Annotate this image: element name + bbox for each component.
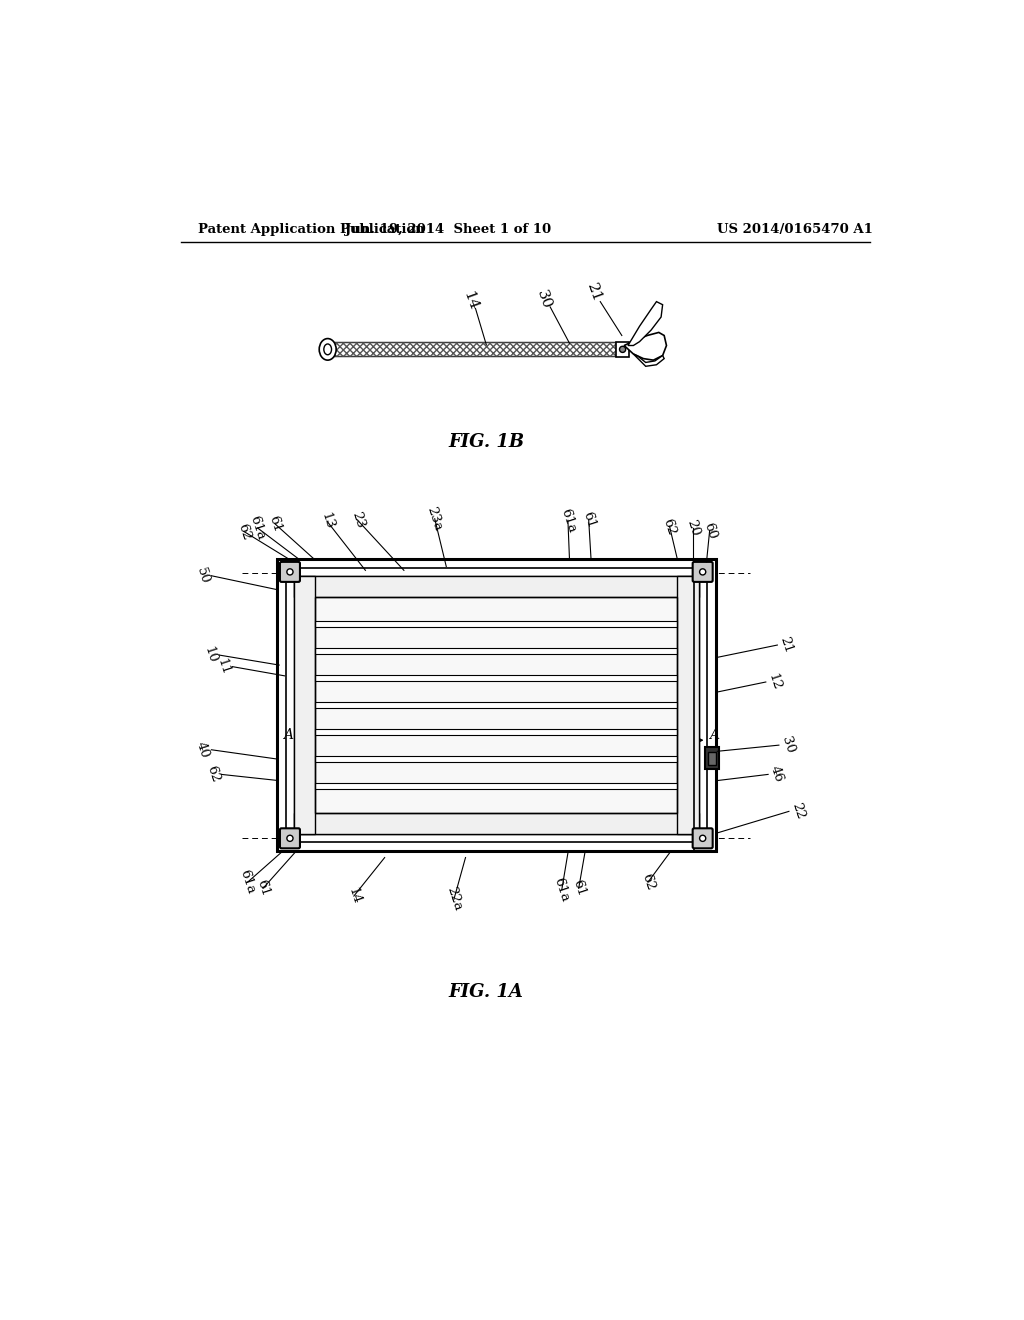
Circle shape — [699, 569, 706, 576]
Text: 30: 30 — [779, 735, 797, 755]
FancyBboxPatch shape — [692, 829, 713, 849]
Text: FIG. 1A: FIG. 1A — [449, 982, 523, 1001]
Bar — [694, 558, 716, 851]
Text: 61a: 61a — [248, 515, 267, 541]
Text: 60: 60 — [700, 521, 719, 541]
Bar — [294, 576, 698, 834]
Bar — [315, 648, 677, 655]
Bar — [315, 675, 677, 681]
Text: 14: 14 — [460, 289, 480, 313]
FancyBboxPatch shape — [280, 829, 300, 849]
Text: 62: 62 — [236, 521, 253, 543]
Bar — [330, 342, 615, 356]
Text: FIG. 1B: FIG. 1B — [449, 433, 524, 450]
Ellipse shape — [324, 345, 332, 355]
Bar — [315, 702, 677, 708]
Text: 61: 61 — [570, 878, 588, 899]
Bar — [315, 783, 677, 789]
Polygon shape — [634, 354, 665, 367]
Bar — [294, 576, 698, 598]
Text: 62: 62 — [660, 516, 678, 536]
Text: 10: 10 — [202, 645, 219, 665]
Text: 61: 61 — [266, 513, 284, 535]
Bar — [677, 576, 698, 834]
Bar — [286, 568, 707, 842]
Text: 13: 13 — [318, 511, 336, 531]
Bar — [315, 622, 677, 627]
Text: 20: 20 — [684, 517, 701, 539]
Text: 46: 46 — [768, 764, 785, 784]
Text: 40: 40 — [194, 739, 211, 760]
Bar — [276, 558, 716, 851]
Text: Jun. 19, 2014  Sheet 1 of 10: Jun. 19, 2014 Sheet 1 of 10 — [345, 223, 551, 236]
Text: 50: 50 — [194, 566, 211, 586]
Text: 14: 14 — [345, 886, 362, 906]
Bar — [315, 597, 677, 813]
Bar — [294, 813, 698, 834]
Text: A: A — [283, 727, 293, 742]
Text: 61: 61 — [254, 878, 271, 899]
Bar — [315, 729, 677, 735]
Text: US 2014/0165470 A1: US 2014/0165470 A1 — [717, 223, 873, 236]
Bar — [705, 747, 719, 768]
Circle shape — [620, 346, 626, 352]
Text: 22: 22 — [788, 801, 807, 821]
Bar — [330, 342, 615, 356]
Ellipse shape — [319, 339, 336, 360]
Text: 23a: 23a — [425, 506, 444, 532]
Text: 62: 62 — [639, 873, 656, 892]
Text: 30: 30 — [535, 288, 554, 310]
Bar — [616, 342, 629, 358]
Text: 61: 61 — [580, 511, 597, 531]
Polygon shape — [628, 302, 663, 346]
Text: 11: 11 — [215, 656, 232, 677]
Bar — [708, 751, 716, 766]
Bar — [294, 576, 315, 834]
Text: 62: 62 — [204, 764, 221, 784]
Text: 61a: 61a — [238, 869, 258, 896]
Text: 12: 12 — [766, 672, 783, 692]
Text: Patent Application Publication: Patent Application Publication — [199, 223, 425, 236]
Circle shape — [287, 836, 293, 841]
Text: 23: 23 — [349, 511, 367, 531]
Text: A: A — [710, 727, 719, 742]
Polygon shape — [625, 333, 667, 360]
Text: 61a: 61a — [552, 876, 571, 904]
FancyBboxPatch shape — [692, 562, 713, 582]
Text: 22a: 22a — [444, 886, 464, 913]
Text: 61a: 61a — [558, 507, 578, 535]
Circle shape — [699, 836, 706, 841]
Text: 21: 21 — [777, 635, 795, 655]
Circle shape — [287, 569, 293, 576]
Text: 21: 21 — [584, 281, 604, 305]
FancyBboxPatch shape — [280, 562, 300, 582]
Bar — [315, 756, 677, 762]
Bar — [315, 597, 677, 813]
